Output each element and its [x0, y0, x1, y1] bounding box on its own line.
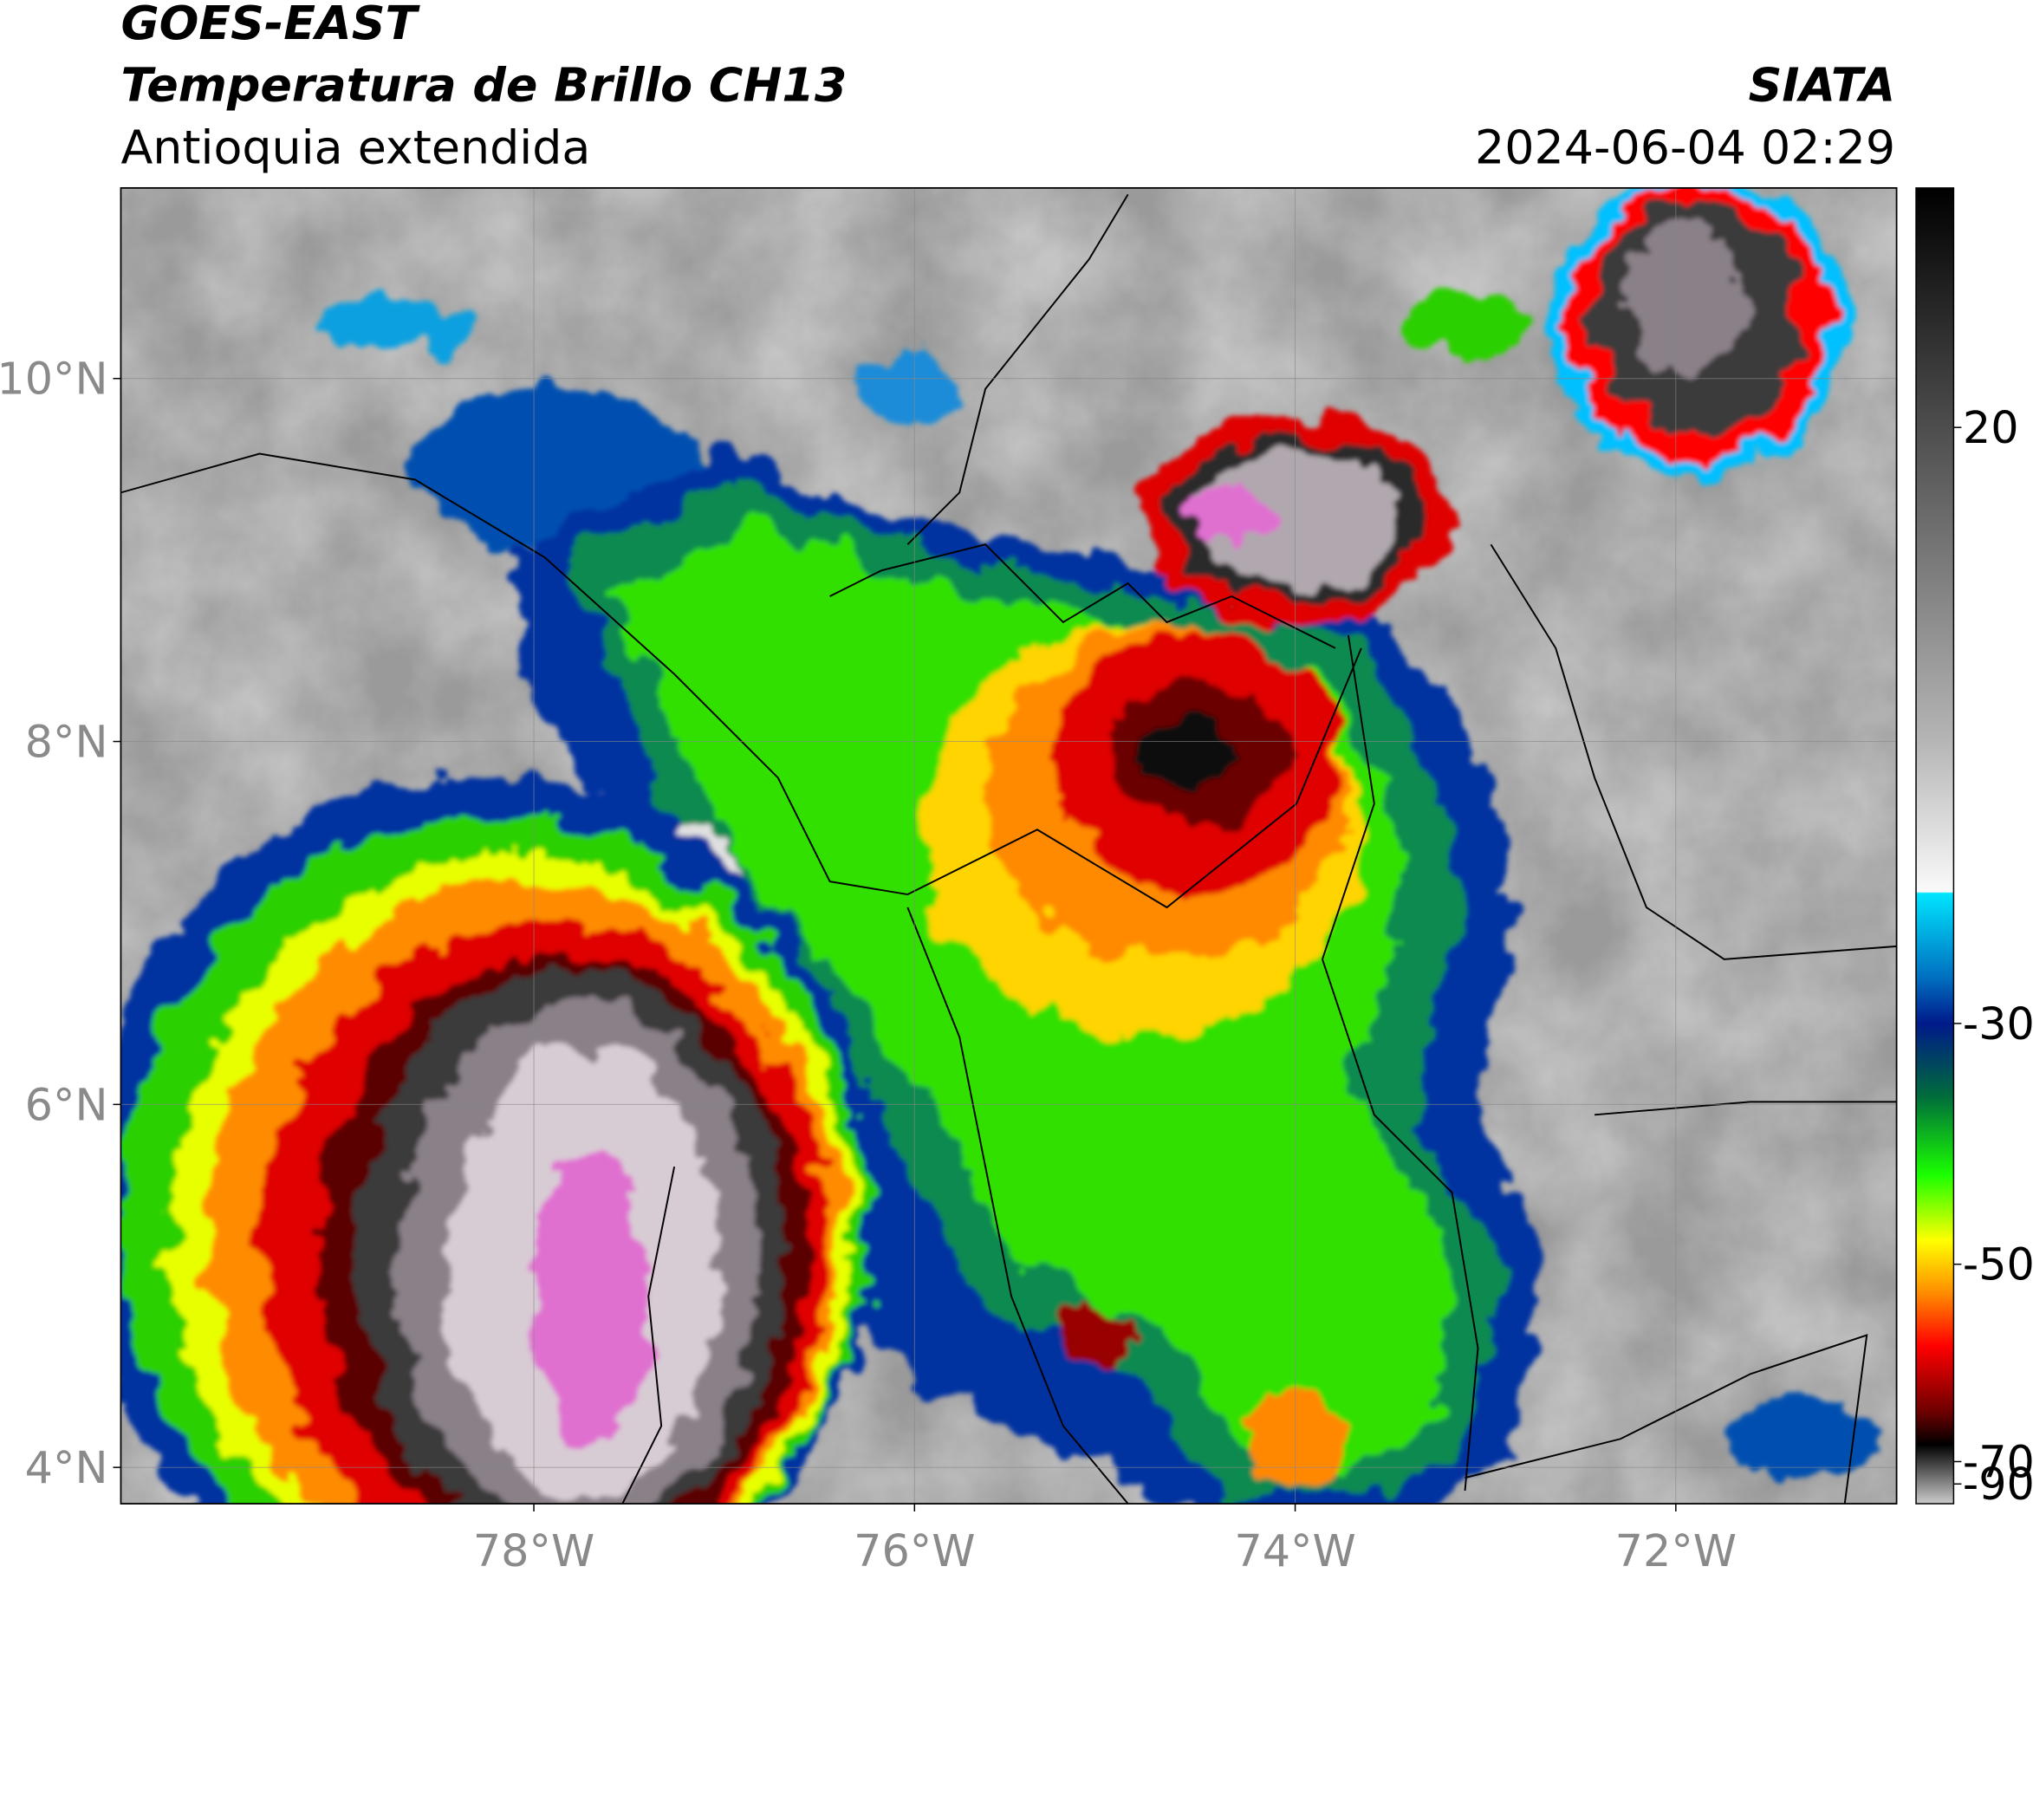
map-frame [120, 186, 1898, 1505]
colorbar [1915, 187, 1955, 1505]
axes: 78°W 76°W 74°W 72°W 10°N 8°N 6°N 4°N 20 -30 -50 -70… [0, 354, 2033, 1576]
x-tick-label: 78°W [473, 1525, 594, 1576]
subtitle: Temperatura de Brillo CH13 [120, 58, 847, 113]
datetime: 2024-06-04 02:29 [1475, 120, 1895, 174]
colorbar-tick-label: -50 [1963, 1239, 2033, 1290]
y-tick-label: 4°N [25, 1442, 108, 1493]
x-tick-label: 74°W [1234, 1525, 1355, 1576]
colorbar-tick-label: -70 [1963, 1436, 2033, 1487]
y-tick-label: 8°N [25, 717, 108, 768]
colorbar-tick-label: 20 [1963, 402, 2019, 453]
x-tick-label: 76°W [854, 1525, 975, 1576]
grid [120, 187, 1897, 1505]
source: SIATA [1749, 58, 1896, 113]
satellite-image [120, 187, 1897, 1505]
y-tick-label: 6°N [25, 1079, 108, 1130]
y-tick-label: 10°N [0, 354, 107, 405]
boundaries [120, 193, 1897, 1505]
title: GOES-EAST [120, 0, 420, 50]
colorbar-tick-label: -30 [1963, 998, 2033, 1050]
colorbar-tick-label: -90 [1963, 1459, 2033, 1510]
x-tick-label: 72°W [1615, 1525, 1737, 1576]
region: Antioquia extendida [120, 120, 590, 174]
